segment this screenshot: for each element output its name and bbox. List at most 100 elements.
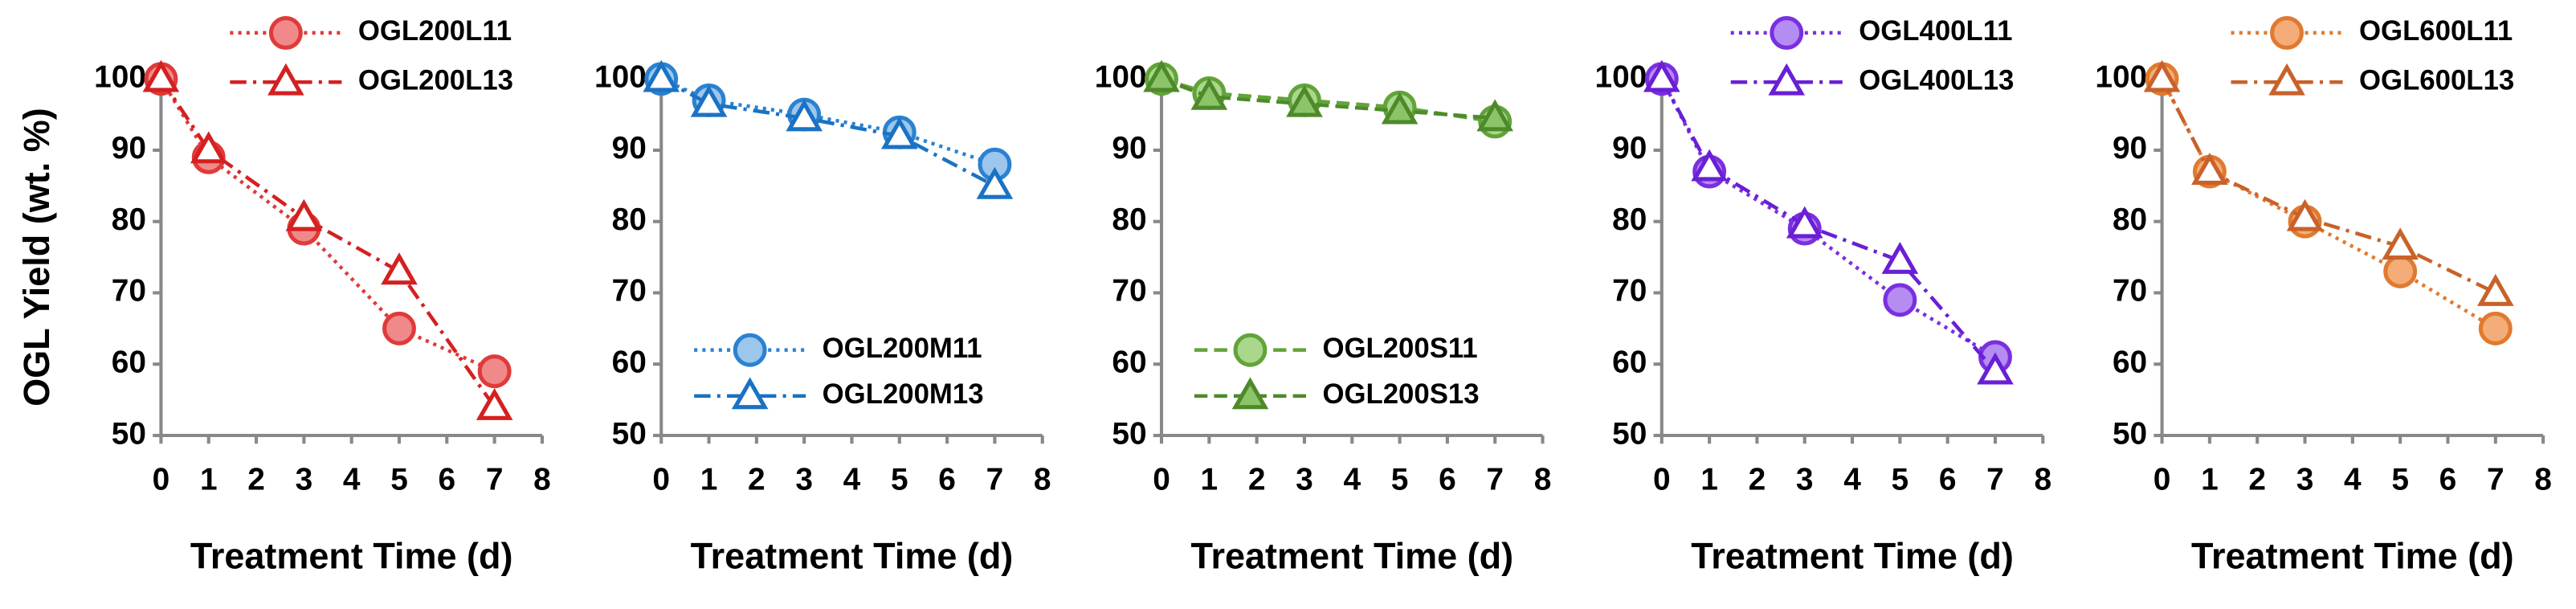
legend-marker [268, 15, 303, 50]
x-axis-title: Treatment Time (d) [1691, 535, 2014, 576]
marker [1786, 206, 1823, 239]
x-tick-label: 1 [700, 463, 718, 497]
marker [2383, 254, 2418, 288]
legend-marker [2268, 63, 2305, 96]
marker [976, 166, 1014, 199]
y-tick-label: 70 [2113, 274, 2147, 309]
y-tick-label: 70 [612, 274, 647, 309]
legend-marker [1768, 63, 1806, 96]
y-tick-label: 100 [1595, 59, 1647, 94]
legend-label: OGL200S11 [1322, 333, 1477, 364]
marker [1881, 241, 1919, 274]
marker [2143, 59, 2181, 92]
legend-label: OGL200M13 [823, 379, 984, 410]
y-tick-label: 90 [612, 131, 647, 166]
x-tick-label: 5 [1892, 463, 1909, 497]
y-tick-label: 90 [112, 131, 146, 166]
x-tick-label: 4 [1343, 463, 1361, 497]
x-tick-label: 6 [439, 463, 456, 497]
y-tick-label: 80 [1112, 202, 1146, 237]
marker [381, 252, 418, 285]
marker [190, 131, 227, 164]
y-tick-label: 100 [1095, 59, 1147, 94]
x-tick-label: 4 [1843, 463, 1861, 497]
x-tick-label: 2 [1248, 463, 1266, 497]
legend-label: OGL200L11 [358, 16, 512, 47]
y-tick-label: 90 [1112, 131, 1146, 166]
x-tick-label: 7 [486, 463, 504, 497]
series-line [159, 78, 496, 374]
marker [1883, 283, 1917, 317]
x-tick-label: 8 [2534, 463, 2552, 497]
y-tick-label: 80 [112, 202, 146, 237]
legend-marker [2270, 15, 2304, 50]
x-tick-label: 6 [1439, 463, 1456, 497]
marker [142, 59, 180, 92]
x-axis-title: Treatment Time (d) [190, 535, 513, 576]
marker [476, 387, 513, 420]
x-tick-label: 3 [1296, 463, 1313, 497]
x-tick-label: 5 [891, 463, 908, 497]
y-tick-label: 70 [1612, 274, 1647, 309]
x-tick-label: 2 [1749, 463, 1766, 497]
legend-label: OGL400L13 [1859, 65, 2014, 96]
x-tick-label: 0 [1153, 463, 1170, 497]
series-line [159, 77, 496, 408]
legend-label: OGL200M11 [823, 333, 982, 364]
series-line [660, 77, 996, 188]
x-tick-label: 4 [2344, 463, 2362, 497]
y-tick-label: 50 [1612, 416, 1647, 451]
x-tick-label: 1 [200, 463, 218, 497]
marker [2286, 198, 2324, 231]
marker [2382, 227, 2419, 260]
y-tick-label: 90 [1612, 131, 1647, 166]
y-tick-label: 80 [612, 202, 647, 237]
y-tick-label: 50 [612, 416, 647, 451]
legend-marker [733, 333, 767, 367]
marker [1190, 77, 1228, 110]
marker [880, 116, 918, 149]
y-tick-label: 90 [2113, 131, 2147, 166]
y-tick-label: 80 [1612, 202, 1647, 237]
x-tick-label: 4 [843, 463, 861, 497]
marker [690, 84, 728, 117]
x-tick-label: 3 [1796, 463, 1814, 497]
x-tick-label: 5 [390, 463, 408, 497]
marker [382, 311, 416, 345]
x-axis-title: Treatment Time (d) [691, 535, 1014, 576]
x-tick-label: 2 [247, 463, 265, 497]
x-tick-label: 7 [1986, 463, 2004, 497]
y-tick-label: 50 [2113, 416, 2147, 451]
y-tick-label: 70 [112, 274, 146, 309]
x-tick-label: 6 [2439, 463, 2457, 497]
y-tick-label: 60 [2113, 345, 2147, 380]
marker [1476, 99, 1514, 132]
y-tick-label: 100 [594, 59, 647, 94]
x-tick-label: 5 [1391, 463, 1409, 497]
marker [2476, 273, 2514, 306]
legend-label: OGL600L13 [2359, 65, 2514, 96]
marker [2478, 311, 2513, 345]
x-tick-label: 1 [1700, 463, 1718, 497]
x-tick-label: 8 [1534, 463, 1552, 497]
y-tick-label: 100 [94, 59, 146, 94]
marker [1143, 59, 1180, 92]
y-tick-label: 60 [612, 345, 647, 380]
legend-label: OGL600L11 [2359, 16, 2513, 47]
legend-marker [1770, 15, 1804, 50]
marker [2191, 153, 2228, 185]
x-tick-label: 0 [652, 463, 670, 497]
x-tick-label: 3 [2296, 463, 2314, 497]
y-tick-label: 50 [1112, 416, 1146, 451]
x-tick-label: 1 [2201, 463, 2219, 497]
y-tick-label: 60 [1112, 345, 1146, 380]
x-tick-label: 0 [1653, 463, 1671, 497]
x-tick-label: 2 [2248, 463, 2266, 497]
legend-marker [731, 377, 769, 410]
x-axis-title: Treatment Time (d) [2191, 535, 2514, 576]
marker [477, 354, 512, 389]
marker [1381, 92, 1419, 125]
series-line [2160, 78, 2496, 330]
legend-label: OGL200S13 [1322, 379, 1479, 410]
